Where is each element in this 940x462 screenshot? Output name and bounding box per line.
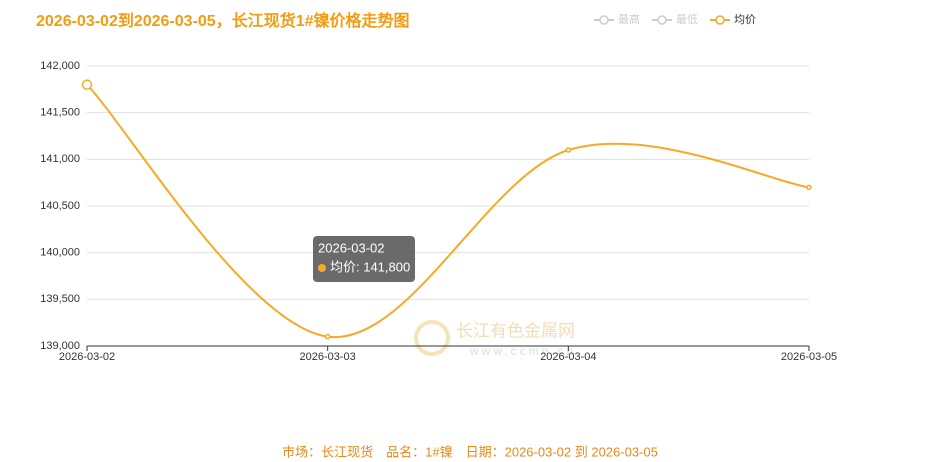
tooltip-box bbox=[313, 236, 415, 282]
data-point bbox=[81, 79, 93, 90]
legend-label: 均价 bbox=[734, 13, 756, 26]
watermark-text: 长江有色金属网 bbox=[456, 321, 575, 340]
watermark-url: www.ccmn.cn bbox=[469, 344, 576, 358]
y-tick-label: 139,000 bbox=[40, 340, 80, 352]
tooltip-title: 2026-03-02 bbox=[318, 240, 385, 255]
legend-icon bbox=[715, 15, 725, 25]
x-tick-label: 2026-03-04 bbox=[540, 351, 596, 363]
legend-label: 最低 bbox=[676, 13, 698, 26]
chart-title: 2026-03-02到2026-03-05，长江现货1#镍价格走势图 bbox=[36, 11, 410, 30]
y-tick-label: 142,000 bbox=[40, 60, 80, 72]
tooltip-line: 均价: 141,800 bbox=[330, 259, 410, 274]
tooltip: 2026-03-02 均价: 141,800 bbox=[313, 236, 415, 282]
data-point bbox=[324, 333, 331, 340]
legend-label: 最高 bbox=[618, 12, 640, 26]
x-tick-label: 2026-03-03 bbox=[300, 351, 356, 363]
y-tick-label: 141,000 bbox=[40, 153, 80, 165]
watermark-logo bbox=[414, 320, 450, 356]
x-tick-label: 2026-03-05 bbox=[781, 351, 837, 363]
series-line bbox=[86, 83, 810, 338]
legend-icon bbox=[657, 15, 667, 25]
y-tick-label: 141,500 bbox=[40, 107, 80, 119]
y-tick-label: 140,000 bbox=[40, 247, 80, 259]
legend-icon bbox=[599, 15, 609, 25]
data-point bbox=[565, 147, 572, 153]
footer: 市场：长江现货 品名：1#镍 日期：2026-03-02 到 2026-03-0… bbox=[282, 444, 658, 459]
y-tick-label: 139,500 bbox=[40, 293, 80, 305]
data-point bbox=[806, 184, 812, 191]
x-tick-label: 2026-03-02 bbox=[59, 351, 115, 363]
y-tick-label: 140,500 bbox=[40, 200, 80, 212]
tooltip-dot bbox=[318, 264, 326, 272]
watermark: 长江有色金属网 www.ccmn.cn bbox=[414, 320, 576, 358]
